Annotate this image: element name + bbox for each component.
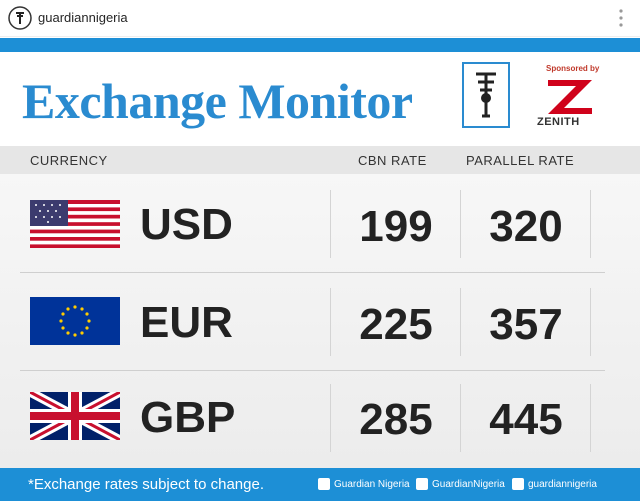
divider [460, 384, 461, 452]
cbn-rate: 285 [359, 395, 433, 444]
guardian-logo [462, 62, 510, 128]
social-handle: Guardian Nigeria [334, 479, 410, 490]
social-handle: GuardianNigeria [432, 479, 505, 490]
divider [590, 384, 591, 452]
username[interactable]: guardiannigeria [38, 10, 128, 25]
column-header: PARALLEL RATE [466, 153, 575, 168]
row-separator [20, 370, 605, 371]
divider [330, 190, 331, 258]
currency-code: GBP [140, 393, 236, 442]
social-handle: guardiannigeria [528, 479, 597, 490]
menu[interactable] [618, 8, 624, 28]
cbn-rate: 199 [359, 202, 433, 251]
currency-code: USD [140, 200, 233, 249]
zenith-logo [548, 80, 592, 114]
header-row [0, 146, 640, 174]
sponsor-name: ZENITH [537, 116, 580, 128]
divider [590, 288, 591, 356]
divider [460, 190, 461, 258]
title: Exchange Monitor [22, 73, 413, 129]
row-separator [20, 272, 605, 273]
footnote: *Exchange rates subject to change. [28, 476, 264, 493]
facebook-icon [318, 478, 330, 490]
top-bar [0, 0, 640, 37]
parallel-rate: 445 [489, 395, 563, 444]
column-header: CURRENCY [30, 153, 108, 168]
currency-code: EUR [140, 298, 233, 347]
column-header: CBN RATE [358, 153, 427, 168]
header-strip [0, 38, 640, 52]
divider [460, 288, 461, 356]
flag-eur [30, 297, 120, 345]
cbn-rate: 225 [359, 300, 433, 349]
divider [330, 288, 331, 356]
twitter-icon [416, 478, 428, 490]
divider [330, 384, 331, 452]
avatar[interactable] [8, 6, 32, 30]
divider [590, 190, 591, 258]
parallel-rate: 320 [489, 202, 563, 251]
instagram-icon [512, 478, 524, 490]
flag-usd [30, 200, 120, 248]
flag-gbp [30, 392, 120, 440]
sponsor-label: Sponsored by [546, 64, 600, 73]
parallel-rate: 357 [489, 300, 563, 349]
